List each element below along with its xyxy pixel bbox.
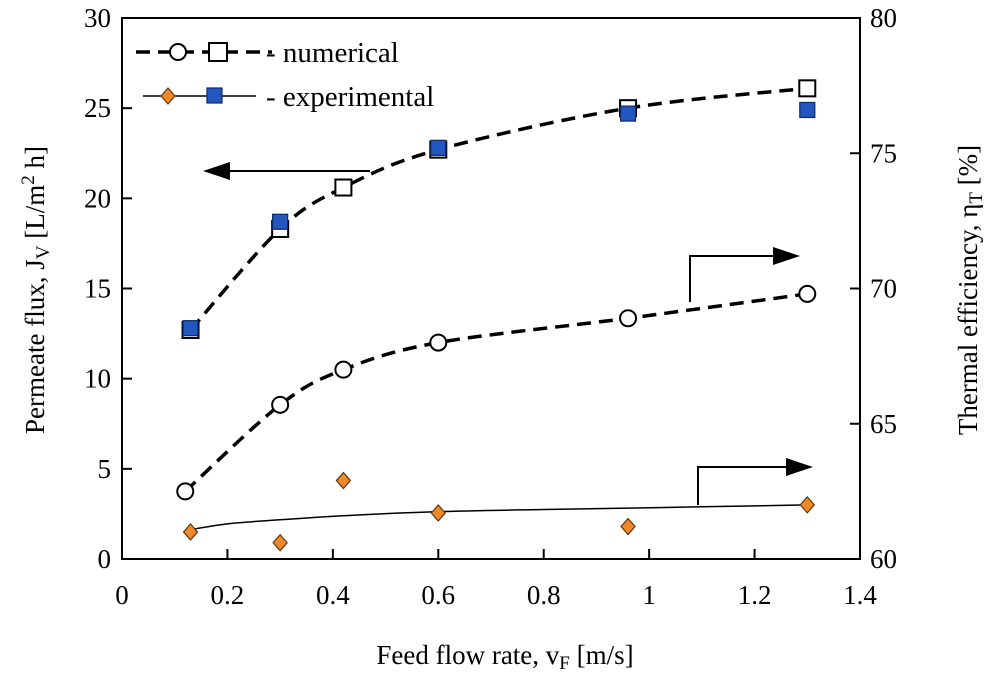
left-y-tick-label: 30 bbox=[84, 3, 111, 33]
left-y-axis: 0 5 10 15 20 25 30 bbox=[84, 3, 132, 574]
legend-entry-numerical: - numerical bbox=[136, 37, 399, 69]
legend-circle-marker bbox=[169, 43, 187, 61]
plot-area bbox=[121, 17, 861, 560]
flux-experimental-point bbox=[619, 105, 637, 122]
right-y-tick-label: 70 bbox=[870, 274, 897, 304]
x-tick-label: 0.8 bbox=[527, 580, 561, 610]
x-tick-label: 1.4 bbox=[843, 580, 877, 610]
efficiency-experimental-point bbox=[335, 471, 352, 490]
efficiency-experimental-point bbox=[799, 495, 816, 514]
x-tick-label: 0 bbox=[115, 580, 129, 610]
left-y-tick-label: 0 bbox=[98, 544, 112, 574]
flux-experimental-point bbox=[799, 101, 816, 119]
x-tick-label: 0.6 bbox=[421, 580, 455, 610]
flux-experimental-point bbox=[182, 320, 199, 337]
legend-entry-experimental: - experimental bbox=[143, 81, 434, 113]
flux-numerical-point bbox=[334, 178, 353, 197]
efficiency-numerical-point bbox=[429, 333, 448, 352]
efficiency-experimental-point bbox=[430, 504, 447, 522]
efficiency-experimental-point bbox=[272, 533, 288, 552]
x-tick-label: 1 bbox=[642, 580, 656, 610]
efficiency-numerical-point bbox=[176, 482, 195, 501]
legend-label-experimental: - experimental bbox=[266, 81, 434, 113]
right-y-tick-label: 80 bbox=[870, 3, 897, 33]
left-y-tick-label: 25 bbox=[84, 93, 111, 123]
efficiency-numerical-point bbox=[334, 360, 353, 379]
annotation-arrow-right-axis-numerical bbox=[689, 247, 800, 302]
x-tick-label: 0.4 bbox=[316, 580, 350, 610]
flux-experimental-point bbox=[272, 213, 289, 230]
left-y-tick-label: 15 bbox=[84, 274, 111, 304]
right-y-tick-label: 65 bbox=[870, 409, 897, 439]
series-lines bbox=[184, 86, 808, 532]
right-y-tick-label: 75 bbox=[870, 138, 897, 168]
legend-blue-square-marker bbox=[206, 87, 223, 104]
efficiency-numerical-line bbox=[184, 292, 808, 493]
left-y-tick-label: 10 bbox=[84, 364, 111, 394]
efficiency-experimental-point bbox=[620, 517, 636, 536]
flux-experimental-point bbox=[430, 139, 447, 156]
right-y-axis: 60 65 70 75 80 bbox=[850, 3, 897, 574]
annotation-arrow-left-axis bbox=[203, 162, 370, 180]
efficiency-experimental-point bbox=[182, 523, 199, 541]
legend-diamond-marker bbox=[160, 87, 176, 105]
series-markers bbox=[176, 79, 817, 552]
efficiency-experimental-trend-line bbox=[185, 504, 808, 532]
left-y-tick-label: 5 bbox=[98, 454, 112, 484]
legend: - numerical - experimental bbox=[136, 37, 434, 113]
x-tick-label: 0.2 bbox=[211, 580, 245, 610]
efficiency-numerical-point bbox=[619, 309, 638, 328]
x-tick-label: 1.2 bbox=[738, 580, 772, 610]
x-axis-title: Feed flow rate, vF [m/s] bbox=[376, 640, 633, 673]
efficiency-numerical-point bbox=[798, 284, 817, 303]
flux-numerical-line bbox=[189, 86, 808, 332]
annotation-arrow-right-axis-experimental bbox=[697, 458, 813, 505]
legend-square-marker bbox=[208, 42, 228, 62]
right-y-tick-label: 60 bbox=[870, 544, 897, 574]
efficiency-numerical-point bbox=[271, 395, 290, 414]
legend-label-numerical: - numerical bbox=[266, 37, 399, 69]
x-axis: 0 0.2 0.4 0.6 0.8 1 1.2 1.4 bbox=[115, 549, 877, 610]
flux-numerical-point bbox=[798, 79, 817, 98]
left-y-axis-title: Permeate flux, JV [L/m2 h] bbox=[18, 146, 54, 434]
right-y-axis-title: Thermal efficiency, ηT [%] bbox=[953, 145, 987, 435]
left-y-tick-label: 20 bbox=[84, 183, 111, 213]
